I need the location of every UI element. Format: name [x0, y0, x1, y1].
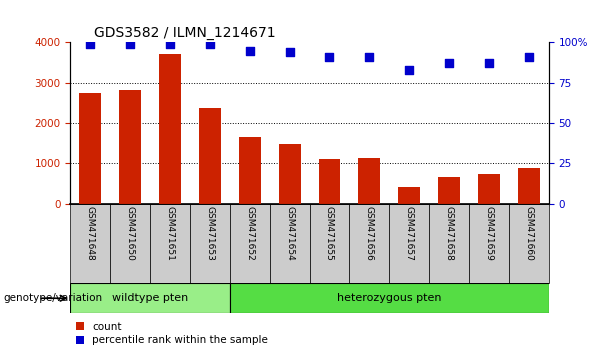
Text: heterozygous pten: heterozygous pten [337, 293, 441, 303]
Bar [469, 204, 509, 283]
Text: GSM471653: GSM471653 [205, 206, 215, 261]
Point [205, 41, 215, 47]
Text: GSM471651: GSM471651 [166, 206, 175, 261]
Bar [120, 90, 141, 204]
Bar [478, 174, 500, 204]
Bar [438, 177, 460, 204]
Bar [190, 204, 230, 283]
Text: wildtype pten: wildtype pten [112, 293, 188, 303]
Point [86, 41, 96, 47]
Bar [398, 188, 420, 204]
Bar [150, 204, 190, 283]
Point [245, 48, 255, 53]
Bar [279, 144, 300, 204]
Text: GSM471659: GSM471659 [484, 206, 493, 261]
Text: GSM471652: GSM471652 [245, 206, 254, 261]
Text: GSM471656: GSM471656 [365, 206, 374, 261]
Text: GSM471650: GSM471650 [126, 206, 135, 261]
Bar [310, 204, 349, 283]
Text: genotype/variation: genotype/variation [3, 293, 102, 303]
Text: GSM471657: GSM471657 [405, 206, 414, 261]
Bar [70, 204, 110, 283]
Bar [230, 204, 270, 283]
Bar [239, 137, 261, 204]
Bar [70, 283, 230, 313]
Bar [429, 204, 469, 283]
Legend: count, percentile rank within the sample: count, percentile rank within the sample [75, 322, 268, 345]
Text: GSM471655: GSM471655 [325, 206, 334, 261]
Bar [270, 204, 310, 283]
Point [444, 61, 454, 66]
Point [524, 54, 533, 60]
Bar [199, 108, 221, 204]
Bar [509, 204, 549, 283]
Text: GDS3582 / ILMN_1214671: GDS3582 / ILMN_1214671 [94, 26, 276, 40]
Point [166, 41, 175, 47]
Point [125, 41, 135, 47]
Point [405, 67, 414, 73]
Text: GSM471660: GSM471660 [524, 206, 533, 261]
Bar [359, 159, 380, 204]
Bar [319, 159, 340, 204]
Bar [110, 204, 150, 283]
Point [364, 54, 374, 60]
Point [484, 61, 494, 66]
Bar [80, 93, 101, 204]
Bar [349, 204, 389, 283]
Text: GSM471648: GSM471648 [86, 206, 95, 261]
Point [325, 54, 335, 60]
Point [284, 49, 294, 55]
Bar [518, 168, 539, 204]
Text: GSM471654: GSM471654 [285, 206, 294, 261]
Bar [389, 204, 429, 283]
Bar [230, 283, 549, 313]
Bar [159, 54, 181, 204]
Text: GSM471658: GSM471658 [444, 206, 454, 261]
